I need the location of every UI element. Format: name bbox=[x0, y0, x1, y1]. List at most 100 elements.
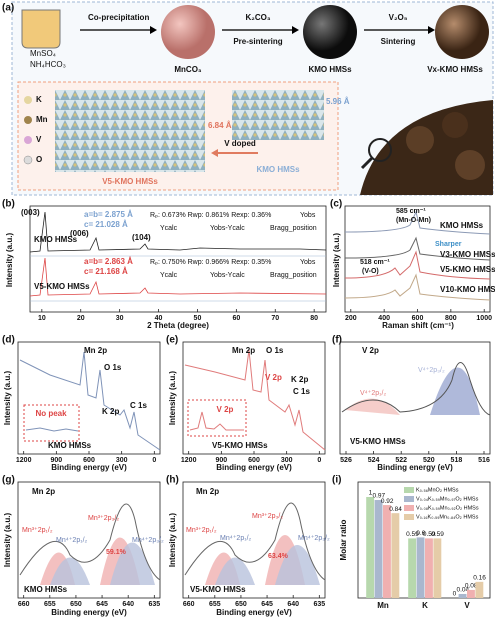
bar bbox=[366, 497, 375, 598]
x-tick-label: 60 bbox=[232, 315, 240, 322]
legend: Bragg_position bbox=[270, 272, 317, 279]
inset bbox=[23, 404, 80, 442]
component-label: Mn⁴⁺2p₁/₂ bbox=[220, 535, 252, 542]
trace bbox=[19, 503, 161, 581]
arrow-head bbox=[211, 149, 218, 157]
atom bbox=[24, 116, 32, 124]
trace bbox=[29, 211, 327, 253]
axes bbox=[182, 341, 326, 455]
axes bbox=[339, 341, 491, 455]
bar bbox=[408, 538, 417, 598]
x-tick-label: K bbox=[422, 601, 428, 610]
x-tick-label: 660 bbox=[183, 601, 195, 608]
ratio: 59.1% bbox=[106, 549, 127, 556]
component-label: Mn⁴⁺2p₃/₂ bbox=[298, 535, 330, 542]
arrow-label: V doped bbox=[224, 139, 256, 148]
component-label: Mn⁴⁺2p₃/₂ bbox=[132, 537, 164, 544]
x-tick-label: V bbox=[464, 601, 470, 610]
panel-f: (f) V 2p Binding energy (eV) V⁴⁺2p₁/₂ V⁴… bbox=[332, 335, 491, 472]
surface-bump bbox=[442, 112, 468, 138]
component-label: V⁴⁺2p₁/₂ bbox=[360, 390, 386, 397]
atom bbox=[23, 155, 33, 165]
inset-label: V 2p bbox=[217, 405, 234, 414]
x-tick-label: 645 bbox=[261, 601, 273, 608]
x-tick-label: 600 bbox=[248, 457, 260, 464]
x-tick-label: 522 bbox=[395, 457, 407, 464]
x-tick-label: 300 bbox=[281, 457, 293, 464]
trace bbox=[184, 502, 326, 581]
trace bbox=[341, 362, 491, 416]
x-tick-label: 300 bbox=[116, 457, 128, 464]
annotation: 585 cm⁻¹ bbox=[396, 208, 426, 215]
sample: V5-KMO HMSs bbox=[350, 437, 406, 446]
panel-title: Mn 2p bbox=[32, 487, 55, 496]
sample: KMO HMSs bbox=[34, 235, 78, 244]
fit-component bbox=[275, 545, 320, 585]
panel-label: (i) bbox=[332, 475, 341, 486]
x-tick-label: 400 bbox=[378, 315, 390, 322]
trace bbox=[29, 257, 327, 297]
y-label: Intensity (a.u.) bbox=[3, 371, 12, 426]
x-tick-label: 1000 bbox=[476, 315, 492, 322]
inset-trace bbox=[189, 411, 244, 431]
arrow-head bbox=[292, 26, 299, 34]
value-label: 0.84 bbox=[389, 506, 402, 513]
x-tick-label: 645 bbox=[96, 601, 108, 608]
annotation: (V-O) bbox=[362, 268, 379, 275]
structure-label: KMO HMSs bbox=[256, 165, 300, 174]
panel-title: Mn 2p bbox=[196, 487, 219, 496]
x-tick-label: Mn bbox=[377, 601, 389, 610]
value-label: 0 bbox=[453, 591, 457, 598]
legend-label: V bbox=[36, 135, 42, 144]
bar bbox=[458, 593, 467, 598]
reagent: MnSO₄ bbox=[30, 49, 56, 58]
x-tick-label: 200 bbox=[345, 315, 357, 322]
component-label: Mn³⁺2p₁/₂ bbox=[186, 527, 217, 534]
panel-label: (c) bbox=[330, 199, 342, 210]
x-label: Binding energy (eV) bbox=[216, 608, 292, 617]
magnifier-handle bbox=[360, 156, 374, 170]
panel-g: (g) Intensity (a.u.) Mn 2p Binding energ… bbox=[2, 475, 164, 617]
x-tick-label: 1200 bbox=[16, 457, 32, 464]
x-tick-label: 20 bbox=[77, 315, 85, 322]
x-tick-label: 10 bbox=[38, 315, 46, 322]
axes bbox=[17, 481, 161, 599]
x-tick-label: 0 bbox=[317, 457, 321, 464]
value-label: 0.92 bbox=[381, 498, 394, 505]
component-label: V⁴⁺2p₃/₂ bbox=[418, 367, 445, 374]
fit-component bbox=[215, 557, 255, 585]
y-label: Intensity (a.u.) bbox=[5, 233, 14, 288]
peak-label: (006) bbox=[70, 229, 89, 238]
beaker bbox=[21, 9, 61, 49]
x-tick-label: 516 bbox=[478, 457, 490, 464]
lattice: c= 21.028 Å bbox=[84, 220, 128, 229]
lattice: a=b= 2.875 Å bbox=[84, 210, 133, 219]
bar bbox=[383, 505, 391, 598]
sample: V5-KMO HMSs bbox=[212, 441, 268, 450]
bar bbox=[391, 513, 400, 598]
axes bbox=[182, 481, 326, 599]
y-label: Intensity (a.u.) bbox=[3, 513, 12, 568]
annotation: Sharper bbox=[435, 241, 462, 248]
fit-component bbox=[50, 557, 90, 585]
step: Sintering bbox=[381, 37, 416, 46]
ratio: 63.4% bbox=[268, 553, 289, 560]
y-label: Molar ratio bbox=[339, 519, 348, 560]
bar bbox=[425, 538, 433, 598]
peak-label: Mn 2p bbox=[232, 346, 255, 355]
legend-label: O bbox=[36, 155, 42, 164]
y-label: Intensity (a.u.) bbox=[168, 371, 177, 426]
panel-label: (f) bbox=[332, 335, 342, 346]
sample: KMO HMSs bbox=[24, 585, 68, 594]
x-tick-label: 518 bbox=[451, 457, 463, 464]
peak-label: K 2p bbox=[291, 375, 308, 384]
panel-label: (g) bbox=[2, 475, 15, 486]
axes bbox=[17, 341, 161, 455]
peak-label: O 1s bbox=[266, 346, 284, 355]
legend-swatch bbox=[404, 487, 414, 493]
panel-e: (e) Intensity (a.u.) Binding energy (eV)… bbox=[166, 335, 326, 472]
panel-h: (h) Intensity (a.u.) Mn 2p Binding energ… bbox=[166, 475, 330, 617]
value-label: 0.08 bbox=[465, 583, 478, 590]
sphere bbox=[435, 5, 489, 59]
